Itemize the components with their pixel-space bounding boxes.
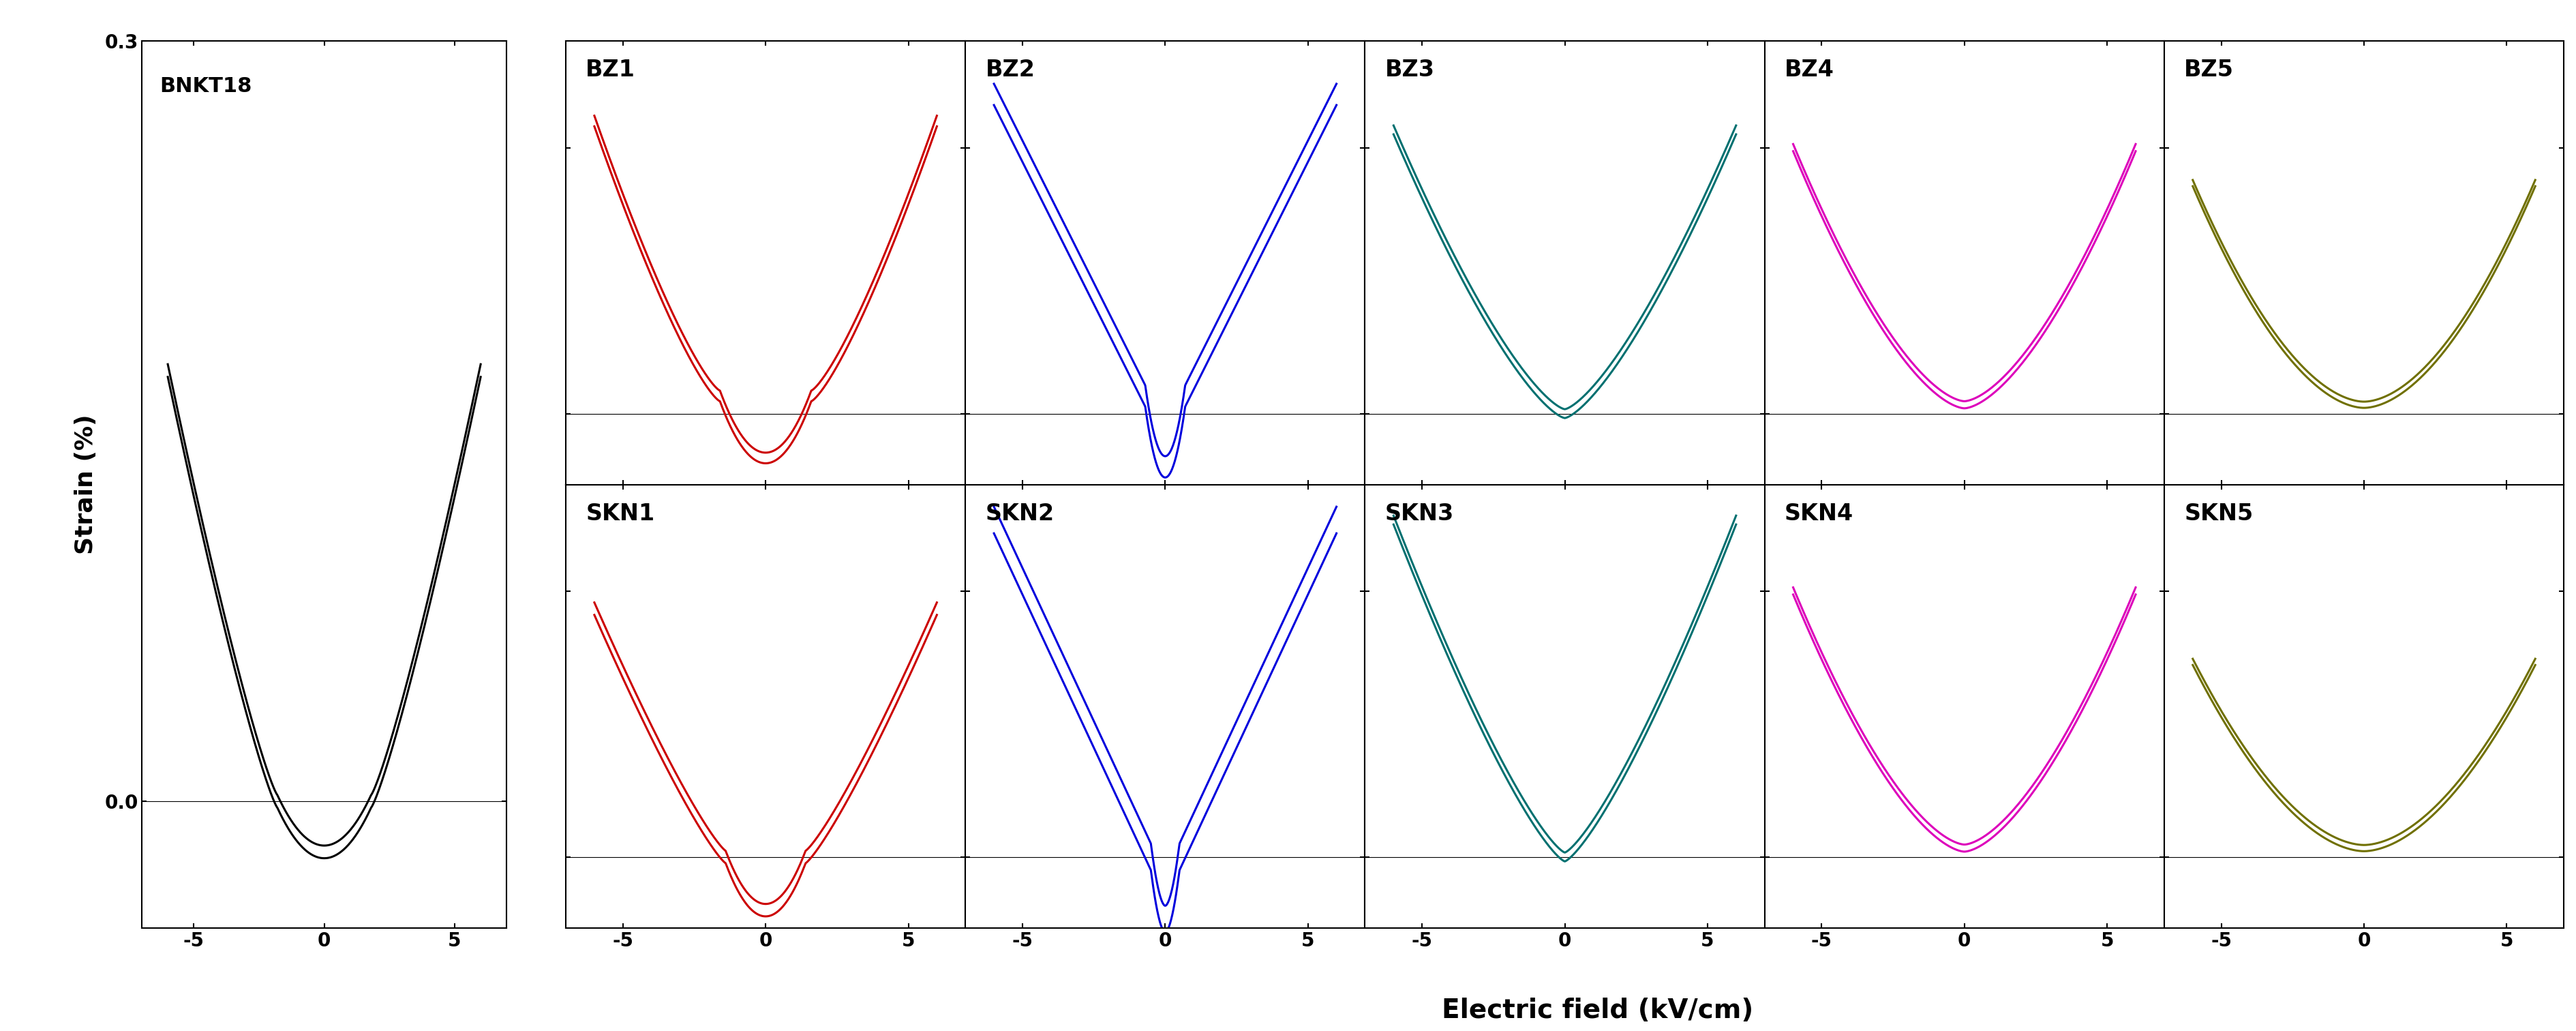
Y-axis label: Strain (%): Strain (%) [75, 414, 98, 555]
Text: BZ5: BZ5 [2184, 59, 2233, 81]
Text: BZ3: BZ3 [1386, 59, 1435, 81]
Text: Electric field (kV/cm): Electric field (kV/cm) [1443, 997, 1752, 1024]
Text: SKN3: SKN3 [1386, 502, 1453, 525]
Text: SKN5: SKN5 [2184, 502, 2251, 525]
Text: BZ4: BZ4 [1785, 59, 1834, 81]
Text: BZ2: BZ2 [984, 59, 1036, 81]
Text: SKN2: SKN2 [984, 502, 1054, 525]
Text: SKN1: SKN1 [585, 502, 654, 525]
Text: BNKT18: BNKT18 [160, 76, 252, 97]
Text: SKN4: SKN4 [1785, 502, 1852, 525]
Text: BZ1: BZ1 [585, 59, 636, 81]
